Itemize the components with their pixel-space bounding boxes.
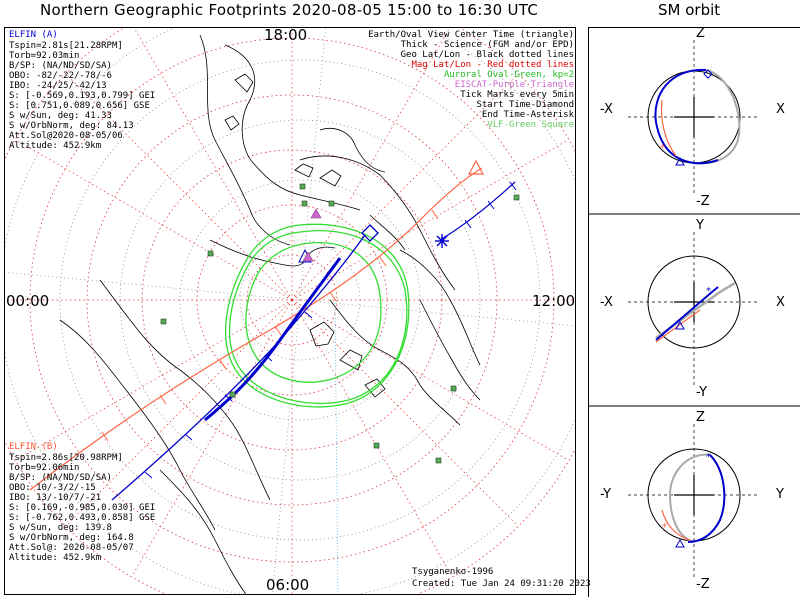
orbit-2-top-label: Y — [696, 218, 704, 233]
elfin-b-info: Tspin=2.86s[20.98RPM] Torb=92.06min B/SP… — [9, 453, 155, 563]
vlf-sites — [160, 183, 520, 464]
elfin-a-line: S: [-0.569,0.193,0.799] GEI — [9, 91, 156, 101]
polar-map-frame — [4, 27, 576, 595]
legend: Earth/Oval View Center Time (triangle) T… — [368, 30, 574, 130]
legend-vlf: VLF-Green Square — [487, 120, 574, 130]
elfin-a-end-asterisk — [435, 234, 449, 248]
orbit-panel-xz: * — [628, 40, 760, 194]
elfin-a-line: OBO: -82/-22/-78/-6 — [9, 71, 112, 81]
orbit-2-right-label: X — [776, 295, 785, 310]
elfin-b-line: OBO: 10/-3/2/-15 — [9, 483, 96, 493]
orbit-3-right-label: Y — [776, 487, 784, 502]
auroral-oval — [224, 223, 410, 408]
elfin-a-line: Att.Sol@2020-08-05/06 — [9, 131, 123, 141]
elfin-b-line: Torb=92.06min — [9, 463, 80, 473]
elfin-b-line: S: [0.169,-0.985,0.030] GEI — [9, 503, 156, 513]
elfin-a-line: S w/Sun, deg: 41.33 — [9, 111, 112, 121]
orbit-3-top-label: Z — [696, 410, 705, 425]
elfin-a-track — [111, 181, 517, 501]
elfin-a-line: Tspin=2.81s[21.28RPM] — [9, 41, 123, 51]
legend-geo-grid: Geo Lat/Lon - Black dotted lines — [400, 50, 574, 60]
orbit-2-left-label: -X — [600, 295, 613, 310]
geo-lon-grid — [5, 28, 575, 594]
legend-science: Thick - Science (FGM and/or EPD) — [400, 40, 574, 50]
noon-midnight-line — [334, 299, 339, 594]
legend-view-center: Earth/Oval View Center Time (triangle) — [368, 30, 574, 40]
elfin-b-line: B/SP: (NA/ND/SD/SA) — [9, 473, 112, 483]
legend-eiscat: EISCAT-Purple Triangle — [454, 80, 574, 90]
elfin-a-line: Torb=92.03min — [9, 51, 80, 61]
credit-created: Created: Tue Jan 24 09:31:20 2023 — [412, 579, 591, 589]
elfin-a-line: S w/OrbNorm, deg: 84.13 — [9, 121, 134, 131]
legend-mag-grid: Mag Lat/Lon - Red dotted lines — [411, 60, 574, 70]
elfin-b-line: Att.Sol@: 2020-08-05/07 — [9, 543, 134, 553]
page-title: Northern Geographic Footprints 2020-08-0… — [40, 1, 539, 19]
elfin-b-track — [29, 159, 485, 491]
orbit-1-top-label: Z — [696, 26, 705, 41]
elfin-a-info: Tspin=2.81s[21.28RPM] Torb=92.03min B/SP… — [9, 41, 155, 151]
elfin-a-start-diamond — [361, 224, 379, 242]
coastlines — [59, 34, 481, 594]
orbit-2-bottom-label: -Y — [696, 385, 708, 400]
orbit-panel-xy: * — [628, 232, 760, 386]
elfin-a-line: B/SP: (NA/ND/SD/SA) — [9, 61, 112, 71]
legend-auroral-oval: Auroral Oval-Green, kp=2 — [443, 70, 574, 80]
elfin-b-line: Tspin=2.86s[20.98RPM] — [9, 453, 123, 463]
elfin-b-line: S w/Sun, deg: 139.8 — [9, 523, 112, 533]
orbit-1-right-label: X — [776, 102, 785, 117]
hour-label-top: 18:00 — [264, 26, 308, 44]
elfin-b-line: Altitude: 452.9km — [9, 553, 102, 563]
credit-author: Tsyganenko-1996 — [412, 567, 494, 577]
elfin-b-line: S w/OrbNorm, deg: 164.8 — [9, 533, 134, 543]
svg-text:*: * — [706, 452, 711, 463]
orbit-panel-yz: * * — [628, 424, 760, 578]
svg-text:*: * — [662, 522, 667, 533]
elfin-a-line: S: [0.751,0.089,0.656] GSE — [9, 101, 150, 111]
orbit-3-left-label: -Y — [600, 487, 612, 502]
elfin-b-name: ELFIN (B) — [9, 442, 58, 452]
svg-text:*: * — [706, 286, 711, 297]
elfin-b-view-triangle — [467, 159, 485, 175]
orbit-1-left-label: -X — [600, 102, 613, 117]
orbit-3-bottom-label: -Z — [696, 577, 710, 592]
orbit-panels-frame — [588, 27, 800, 597]
hour-label-bottom: 06:00 — [266, 576, 310, 594]
hour-label-right: 12:00 — [532, 292, 576, 310]
eiscat-sites — [302, 208, 322, 262]
elfin-a-line: IBO: -24/25/-42/13 — [9, 81, 107, 91]
legend-end: End Time-Asterisk — [481, 110, 574, 120]
elfin-a-name: ELFIN (A) — [9, 30, 58, 40]
mag-lon-grid — [5, 28, 575, 594]
elfin-b-line: S: [-0.762,0.493,0.858] GSE — [9, 513, 156, 523]
legend-start: Start Time-Diamond — [476, 100, 574, 110]
legend-tick-marks: Tick Marks every 5min — [460, 90, 574, 100]
elfin-a-line: Altitude: 452.9km — [9, 141, 102, 151]
elfin-b-line: IBO: 13/-10/7/-21 — [9, 493, 102, 503]
svg-text:*: * — [660, 143, 665, 154]
orbit-title: SM orbit — [658, 1, 721, 19]
orbit-1-bottom-label: -Z — [696, 194, 710, 209]
hour-label-left: 00:00 — [6, 292, 50, 310]
